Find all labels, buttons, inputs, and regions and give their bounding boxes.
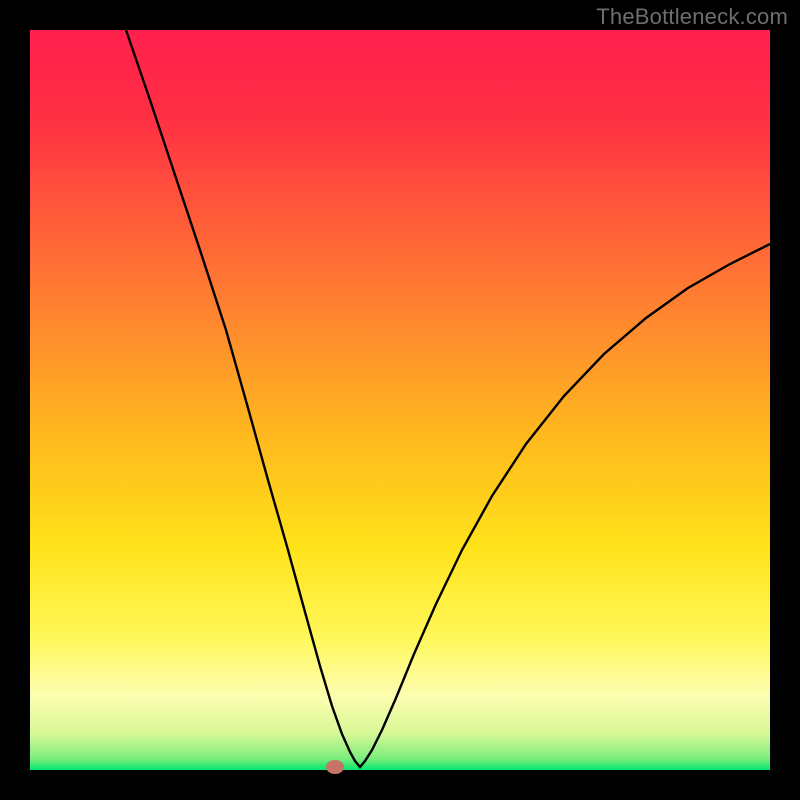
plot-area [30,30,770,770]
operating-point-marker [326,760,344,774]
watermark-text: TheBottleneck.com [596,4,788,30]
bottleneck-curve [30,30,770,770]
chart-frame: TheBottleneck.com [0,0,800,800]
